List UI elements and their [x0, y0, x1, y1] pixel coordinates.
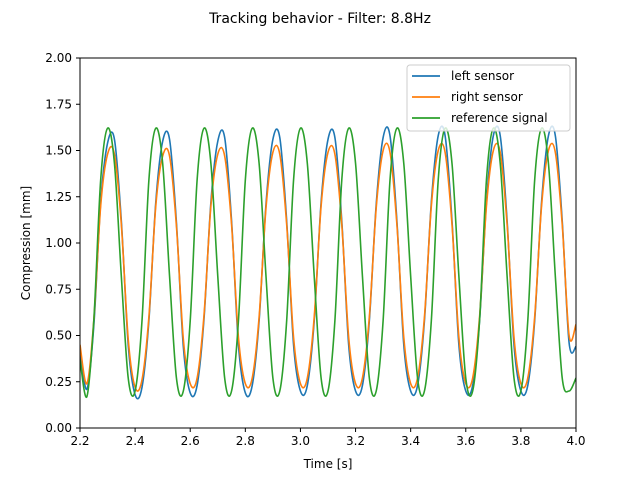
x-tick-label: 3.8 — [511, 434, 530, 448]
legend-label-reference-signal: reference signal — [451, 111, 548, 125]
y-tick-label: 0.25 — [45, 375, 72, 389]
y-axis-label: Compression [mm] — [19, 186, 33, 300]
x-tick-label: 2.6 — [181, 434, 200, 448]
y-axis: 0.00 0.25 0.50 0.75 1.00 1.25 1.50 1.75 2.00 — [45, 51, 80, 435]
x-axis-label: Time [s] — [303, 457, 353, 471]
x-axis: 2.2 2.4 2.6 2.8 3.0 3.2 3.4 3.6 3.8 4.0 — [70, 428, 586, 448]
x-tick-label: 3.4 — [401, 434, 420, 448]
y-tick-label: 1.75 — [45, 97, 72, 111]
x-tick-label: 2.8 — [236, 434, 255, 448]
y-tick-label: 1.00 — [45, 236, 72, 250]
legend-box — [406, 64, 571, 132]
legend-label-left-sensor: left sensor — [451, 69, 514, 83]
series-line-left-sensor — [80, 125, 576, 400]
x-tick-label: 3.2 — [346, 434, 365, 448]
x-tick-label: 2.4 — [126, 434, 145, 448]
x-tick-label: 3.6 — [456, 434, 475, 448]
y-tick-label: 1.50 — [45, 144, 72, 158]
x-tick-label: 4.0 — [566, 434, 585, 448]
chart-title: Tracking behavior - Filter: 8.8Hz — [208, 11, 431, 27]
y-tick-label: 0.50 — [45, 329, 72, 343]
y-tick-label: 0.00 — [45, 421, 72, 435]
y-tick-label: 1.25 — [45, 190, 72, 204]
legend-label-right-sensor: right sensor — [451, 90, 523, 104]
x-tick-label: 2.2 — [70, 434, 89, 448]
x-tick-label: 3.0 — [291, 434, 310, 448]
y-tick-label: 0.75 — [45, 282, 72, 296]
y-tick-label: 2.00 — [45, 51, 72, 65]
legend: left sensor right sensor reference signal — [406, 64, 571, 132]
